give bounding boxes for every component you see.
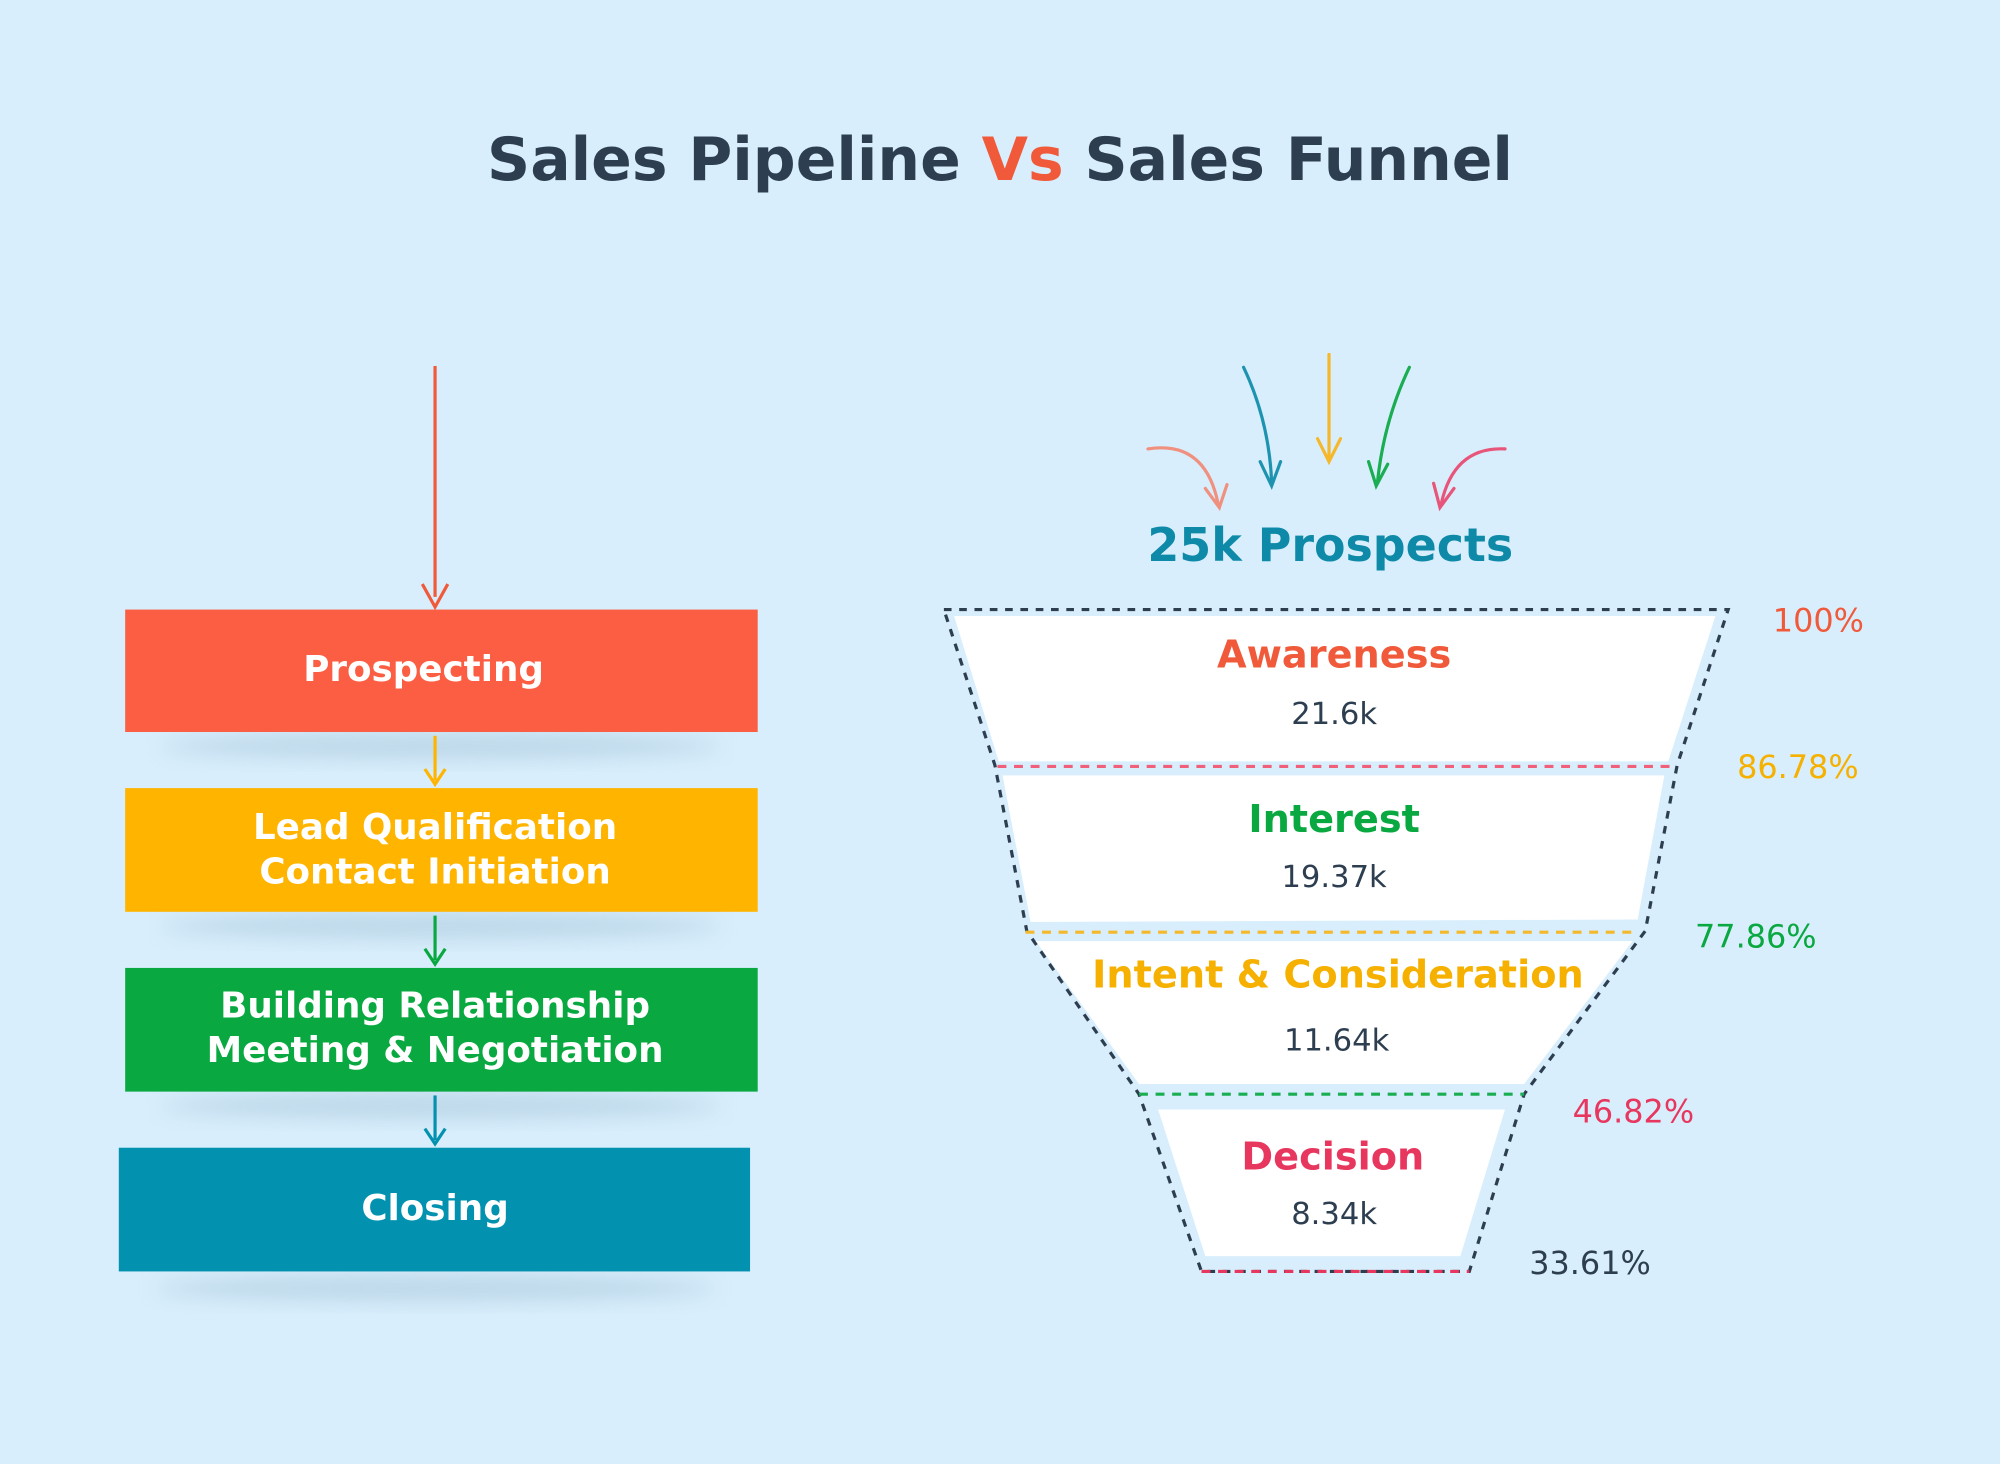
- step-label: Lead Qualification: [253, 807, 617, 848]
- stage-name: Intent & Consideration: [1092, 952, 1584, 997]
- shadow: [160, 733, 722, 759]
- incoming-arrows: [1146, 352, 1507, 512]
- title-part: Vs: [982, 125, 1064, 195]
- step-box: [118, 1147, 751, 1272]
- shadow: [160, 1092, 722, 1119]
- arrow-head: [1203, 483, 1229, 511]
- arrow: [1439, 447, 1507, 506]
- stage-value: 11.64k: [1284, 1023, 1390, 1058]
- percentage: 100%: [1773, 601, 1864, 639]
- arrow: [1146, 446, 1220, 506]
- arrow-head: [423, 947, 447, 967]
- funnel: 25k Prospects Awareness 21.6k Interest 1…: [941, 352, 1864, 1282]
- arrow-head: [423, 1127, 447, 1147]
- title: Sales Pipeline Vs Sales Funnel: [487, 125, 1513, 195]
- shadow: [154, 1275, 716, 1301]
- arrow-head: [423, 768, 447, 788]
- stage-shape: [954, 615, 1716, 762]
- stage-name: Decision: [1241, 1135, 1424, 1180]
- arrow-head: [1431, 481, 1456, 512]
- arrow-head: [1366, 460, 1390, 490]
- arrow-head: [1315, 437, 1343, 466]
- step-box: [125, 967, 758, 1092]
- arrow-head: [420, 583, 450, 611]
- percentage: 77.86%: [1695, 918, 1817, 956]
- shadow: [160, 913, 722, 939]
- percentage: 33.61%: [1529, 1244, 1651, 1282]
- arrow: [1375, 365, 1411, 484]
- percentage: 46.82%: [1573, 1092, 1695, 1130]
- stage-name: Awareness: [1217, 632, 1451, 677]
- step-box: [125, 788, 758, 912]
- prospects-label: 25k Prospects: [1147, 518, 1513, 572]
- step-label: Building Relationship: [220, 985, 650, 1026]
- arrow-head: [1258, 460, 1283, 490]
- stage-shape: [1035, 941, 1633, 1084]
- stage-name: Interest: [1248, 797, 1420, 842]
- stage-value: 19.37k: [1281, 860, 1387, 895]
- stage-value: 8.34k: [1291, 1197, 1377, 1232]
- arrow: [1241, 365, 1274, 484]
- step-box: [125, 609, 758, 732]
- step-label: Prospecting: [303, 649, 544, 690]
- step-label: Closing: [361, 1188, 508, 1229]
- stage-value: 21.6k: [1291, 697, 1377, 732]
- stage-shape: [1158, 1109, 1506, 1257]
- title-part: Sales Funnel: [1085, 125, 1513, 195]
- step-label: Contact Initiation: [259, 852, 610, 893]
- title-part: Sales Pipeline: [487, 125, 961, 195]
- percentage: 86.78%: [1737, 748, 1859, 786]
- pipeline: Prospecting Lead Qualification Contact I…: [118, 366, 758, 1301]
- step-label: Meeting & Negotiation: [207, 1030, 664, 1071]
- stage-shape: [1002, 775, 1665, 923]
